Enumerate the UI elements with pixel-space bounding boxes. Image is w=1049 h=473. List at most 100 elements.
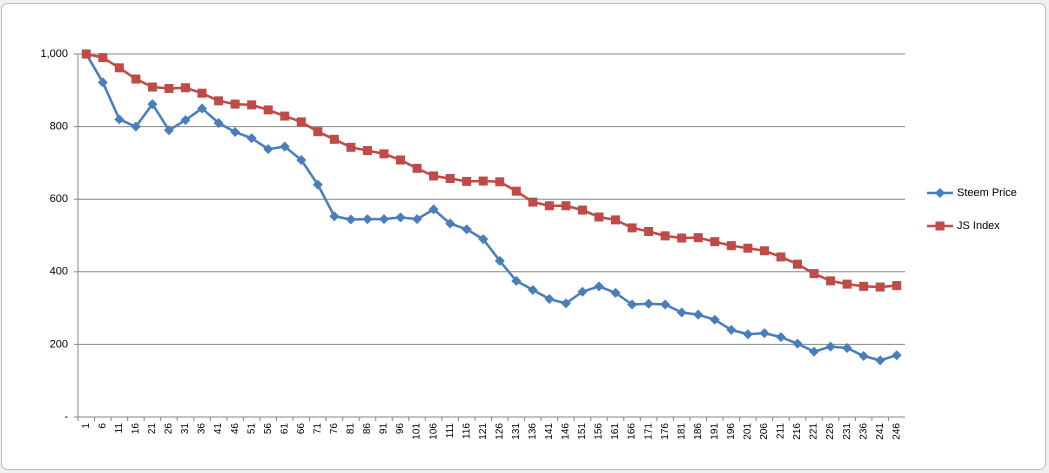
x-tick-label: 131 [511,423,522,440]
legend-label: Steem Price [957,187,1017,199]
x-tick-label: 166 [627,423,638,440]
marker [544,201,554,211]
marker [180,115,191,126]
marker [213,117,224,128]
marker [164,83,174,93]
y-tick-label: 600 [50,193,68,205]
marker [676,307,687,318]
marker [230,99,240,109]
x-tick-label: 156 [594,423,605,440]
x-tick-label: 81 [346,423,357,435]
marker [230,127,241,138]
x-tick-label: 16 [131,423,142,435]
x-tick-label: 91 [379,423,390,435]
x-tick-label: 211 [776,423,787,439]
x-tick-label: 46 [230,423,241,435]
marker [412,214,423,225]
x-tick-label: 236 [858,423,869,440]
x-tick-label: 246 [891,423,902,440]
marker [776,252,786,262]
marker [495,177,505,187]
marker [726,324,737,335]
marker [759,246,769,256]
marker [494,255,505,266]
marker [743,243,753,253]
x-tick-label: 121 [478,423,489,440]
marker [891,350,902,361]
marker [527,284,538,295]
marker [461,224,472,235]
marker [594,281,605,292]
marker [478,234,489,245]
marker [412,163,422,173]
marker [362,214,373,225]
x-tick-label: 86 [362,423,373,435]
marker [775,332,786,343]
marker [577,286,588,297]
x-tick-label: 6 [97,423,108,429]
marker [858,351,869,362]
x-tick-label: 216 [792,423,803,440]
x-tick-label: 141 [544,423,555,440]
marker [577,205,587,215]
chart-area [1,3,1046,470]
x-tick-label: 191 [709,423,720,440]
y-tick-label: 400 [50,266,68,278]
marker [660,231,670,241]
marker [279,141,290,152]
marker [296,117,306,127]
marker [627,223,637,233]
marker [114,63,124,73]
marker [97,77,108,88]
marker [246,133,257,144]
marker [693,233,703,243]
marker [875,355,886,366]
marker [560,298,571,309]
x-tick-label: 231 [842,423,853,440]
marker [842,279,852,289]
x-tick-label: 96 [395,423,406,435]
marker [379,149,389,159]
marker [478,176,488,186]
x-tick-label: 146 [561,423,572,440]
marker [396,155,406,165]
marker [710,237,720,247]
marker [263,105,273,115]
marker [362,146,372,156]
x-tick-label: 36 [197,423,208,435]
x-tick-label: 51 [246,423,257,435]
x-tick-label: 241 [875,423,886,440]
marker [428,204,439,215]
marker [181,83,191,93]
x-tick-label: 171 [643,423,654,440]
marker [826,276,836,286]
x-tick-label: 176 [660,423,671,440]
marker [98,53,108,63]
marker [445,218,456,229]
marker [81,49,91,59]
x-tick-label: 106 [428,423,439,440]
x-tick-label: 111 [445,423,456,439]
x-tick-label: 76 [329,423,340,435]
x-tick-label: 21 [147,423,158,435]
marker [693,309,704,320]
x-tick-label: 151 [577,423,588,440]
marker [792,259,802,269]
marker [875,282,885,292]
x-tick-label: 26 [164,423,175,435]
x-tick-label: 221 [809,423,820,440]
marker [809,269,819,279]
marker [114,114,125,125]
x-tick-label: 1 [81,423,92,429]
marker [892,281,902,291]
marker [528,197,538,207]
x-tick-label: 66 [296,423,307,435]
y-tick-label: 200 [50,338,68,350]
marker [130,121,141,132]
marker [825,341,836,352]
marker [859,281,869,291]
x-tick-label: 226 [825,423,836,440]
legend-marker [935,188,945,198]
marker [511,186,521,196]
